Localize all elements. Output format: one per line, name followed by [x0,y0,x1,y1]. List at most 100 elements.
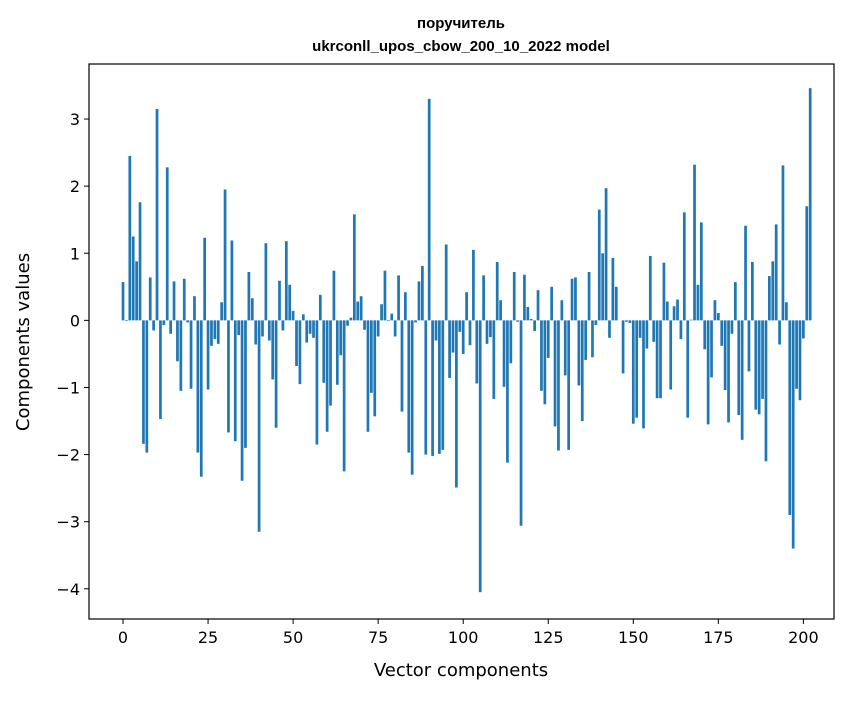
bar-61 [329,320,332,405]
bar-139 [595,320,598,325]
bar-50 [292,311,295,320]
bar-2 [128,156,131,320]
bar-170 [700,222,703,320]
bar-142 [605,188,608,320]
bar-24 [203,238,206,321]
bar-5 [139,202,142,320]
bar-59 [322,320,325,382]
bar-130 [564,320,567,375]
bar-123 [540,320,543,390]
bar-158 [659,320,662,398]
bar-102 [469,320,472,345]
x-axis-label: Vector components [374,660,548,681]
bar-160 [666,302,669,321]
bar-144 [612,258,615,320]
bar-131 [567,320,570,450]
bar-110 [496,262,499,320]
bar-82 [401,320,404,411]
bar-119 [526,307,529,320]
bar-196 [788,320,791,515]
bar-40 [258,320,261,531]
bar-155 [649,256,652,320]
bar-94 [441,320,444,450]
y-tick-label: −2 [56,446,80,465]
bar-184 [748,320,751,371]
bar-13 [166,167,169,320]
bar-0 [122,282,125,320]
bar-45 [275,320,278,427]
bar-135 [581,320,584,421]
bar-97 [452,320,455,352]
bar-57 [316,320,319,444]
bar-115 [513,272,516,320]
bar-48 [285,241,288,320]
bar-167 [690,320,693,321]
bar-147 [622,320,625,373]
bar-185 [751,262,754,320]
bar-38 [251,298,254,320]
bar-106 [482,275,485,320]
bar-127 [554,320,557,426]
bar-114 [509,320,512,363]
x-tick-label: 25 [198,628,218,647]
bar-70 [360,296,363,320]
bar-22 [197,320,200,452]
bar-73 [370,320,373,392]
bar-95 [445,245,448,321]
bar-14 [169,320,172,333]
bar-153 [642,320,645,428]
bar-41 [261,320,264,336]
bar-157 [656,320,659,398]
x-tick-label: 0 [118,628,128,647]
chart-title-line-2: ukrconll_upos_cbow_200_10_2022 model [312,38,610,55]
bar-118 [523,275,526,321]
bar-169 [697,285,700,321]
bar-75 [377,320,380,336]
bar-6 [142,320,145,443]
bar-39 [254,320,257,344]
bar-159 [663,263,666,321]
bar-80 [394,320,397,336]
bar-178 [727,320,730,422]
bar-47 [282,320,285,330]
bar-111 [499,300,502,320]
bar-129 [560,300,563,320]
bar-85 [411,320,414,474]
y-tick-label: −4 [56,580,80,599]
bar-172 [707,320,710,424]
bar-104 [475,320,478,383]
bar-134 [578,320,581,385]
bar-89 [424,320,427,454]
bar-92 [435,320,438,340]
bar-176 [720,320,723,346]
bar-186 [754,320,757,409]
bar-175 [717,313,720,320]
bar-76 [380,304,383,320]
bar-65 [343,320,346,471]
bar-25 [207,320,210,389]
bar-128 [557,320,560,450]
bar-60 [326,320,329,431]
y-tick-label: −1 [56,378,80,397]
bar-122 [537,290,540,320]
bar-202 [809,88,812,320]
bar-174 [714,300,717,320]
bar-137 [588,272,591,320]
bar-72 [367,320,370,431]
bar-49 [288,285,291,321]
bar-188 [761,320,764,399]
bar-105 [479,320,482,592]
bar-79 [390,314,393,321]
bar-101 [465,292,468,320]
bar-194 [782,165,785,320]
x-tick-label: 100 [448,628,479,647]
y-tick-label: 1 [70,244,80,263]
bar-46 [278,281,281,321]
bar-54 [305,320,308,342]
x-tick-label: 200 [788,628,819,647]
bar-71 [363,320,366,329]
bar-171 [703,320,706,349]
bar-182 [741,320,744,439]
bar-32 [231,241,234,321]
